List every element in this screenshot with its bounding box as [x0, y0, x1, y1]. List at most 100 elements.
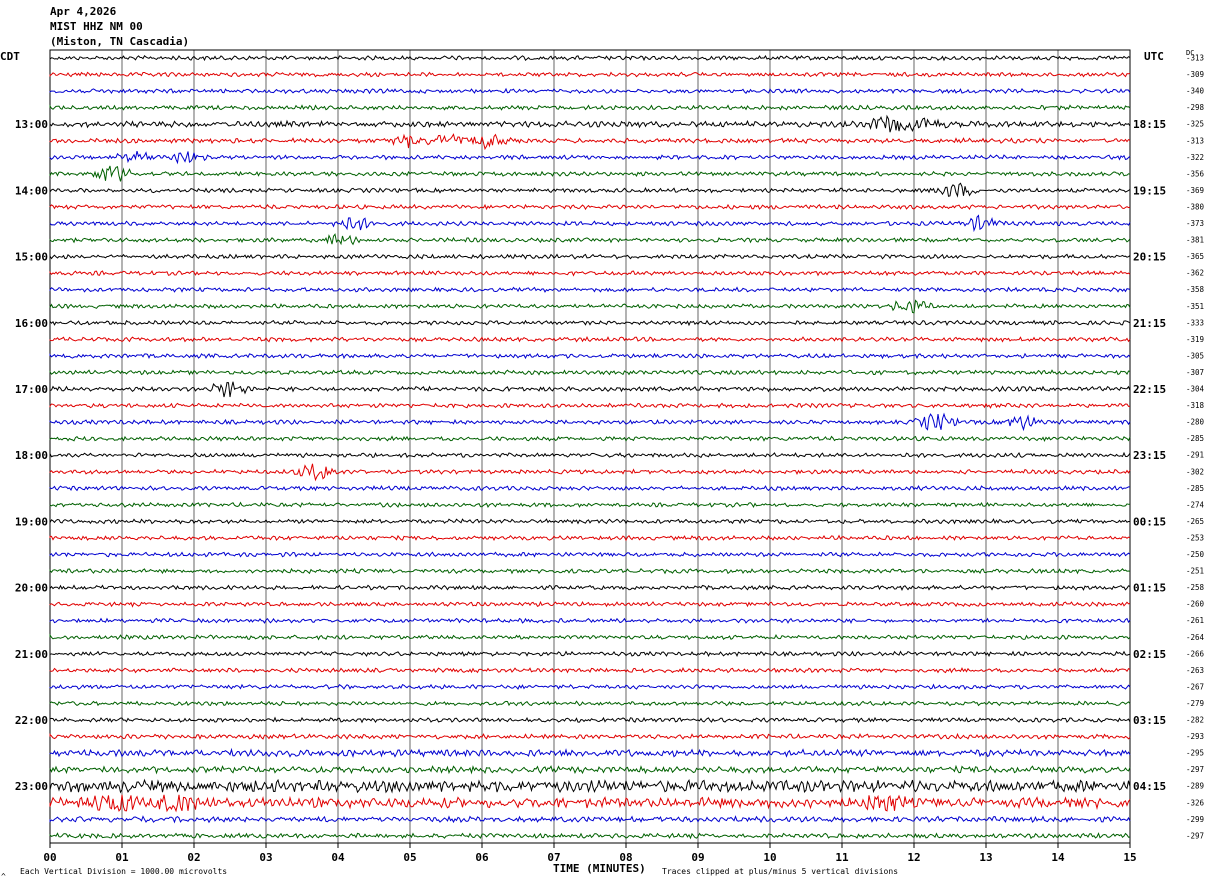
dc-offset-label: -373 [1186, 219, 1204, 228]
seismic-trace-line [49, 832, 1131, 840]
x-tick-label: 11 [835, 851, 849, 864]
time-grid [49, 49, 1131, 848]
seismic-trace-line [49, 286, 1131, 293]
dc-offset-label: -302 [1186, 467, 1204, 476]
dc-offset-label: -280 [1186, 418, 1205, 427]
dc-offset-label: -333 [1186, 318, 1204, 327]
seismic-trace-line [49, 150, 1131, 165]
x-tick-label: 01 [115, 851, 129, 864]
dc-offset-label: -297 [1186, 831, 1204, 840]
station-location: (Miston, TN Cascadia) [50, 35, 190, 48]
axis-labels: 00 01 02 03 04 05 06 07 08 09 10 11 12 13 14 15 -313 -309… [15, 54, 1205, 865]
right-hour-label: 00:15 [1133, 515, 1166, 528]
seismic-trace-line [49, 551, 1131, 558]
right-hour-label: 02:15 [1133, 648, 1166, 661]
station-code: MIST HHZ NM 00 [50, 20, 143, 33]
dc-offset-label: -265 [1186, 517, 1204, 526]
left-hour-label: 13:00 [15, 118, 48, 131]
right-hour-label: 18:15 [1133, 118, 1166, 131]
seismic-trace-line [49, 336, 1131, 343]
dc-offset-label: -295 [1186, 749, 1204, 758]
seismic-trace-line [49, 633, 1131, 641]
dc-offset-label: -253 [1186, 533, 1204, 542]
dc-offset-label: -313 [1186, 136, 1204, 145]
seismic-trace-line [49, 319, 1131, 327]
right-hour-label: 19:15 [1133, 184, 1166, 197]
right-hour-label: 21:15 [1133, 317, 1166, 330]
left-hour-label: 21:00 [15, 648, 48, 661]
left-hour-label: 15:00 [15, 251, 48, 264]
dc-offset-label: -289 [1186, 782, 1204, 791]
scale-note: Each Vertical Division = 1000.00 microvo… [20, 867, 228, 876]
seismic-trace-line [49, 435, 1131, 443]
left-hour-label: 18:00 [15, 449, 48, 462]
dc-offset-label: -307 [1186, 368, 1204, 377]
left-hour-label: 23:00 [15, 780, 48, 793]
x-tick-label: 06 [475, 851, 489, 864]
right-hour-label: 04:15 [1133, 780, 1166, 793]
dc-offset-label: -299 [1186, 815, 1204, 824]
dc-offset-label: -282 [1186, 716, 1204, 725]
plot-frame [49, 49, 1131, 844]
seismic-trace-line [49, 299, 1131, 314]
dc-offset-label: -369 [1186, 186, 1204, 195]
seismic-traces [49, 54, 1131, 840]
dc-offset-label: -274 [1186, 500, 1205, 509]
seismic-trace-line [49, 233, 1131, 246]
seismic-trace-line [49, 747, 1131, 758]
dc-offset-label: -285 [1186, 434, 1204, 443]
seismic-trace-line [49, 534, 1131, 542]
x-tick-label: 09 [691, 851, 704, 864]
left-hour-label: 16:00 [15, 317, 48, 330]
seismic-trace-line [49, 518, 1130, 525]
x-tick-label: 14 [1051, 851, 1065, 864]
x-tick-label: 05 [403, 851, 416, 864]
seismic-trace-line [49, 54, 1131, 62]
seismic-trace-line [49, 764, 1131, 775]
dc-offset-label: -264 [1186, 633, 1205, 642]
right-timezone-label: UTC [1144, 50, 1164, 63]
x-tick-label: 03 [259, 851, 272, 864]
seismic-trace-line [49, 600, 1131, 608]
dc-offset-label: -293 [1186, 732, 1204, 741]
x-tick-label: 04 [331, 851, 345, 864]
seismic-trace-line [49, 352, 1131, 360]
dc-offset-label: -362 [1186, 269, 1204, 278]
dc-offset-label: -340 [1186, 87, 1205, 96]
dc-offset-label: -297 [1186, 765, 1204, 774]
dc-offset-label: -250 [1186, 550, 1205, 559]
left-hour-label: 17:00 [15, 383, 48, 396]
seismic-trace-line [49, 104, 1131, 111]
dc-offset-label: -319 [1186, 335, 1204, 344]
dc-offset-label: -305 [1186, 351, 1204, 360]
dc-offset-label: -358 [1186, 285, 1205, 294]
seismic-trace-line [49, 114, 1131, 133]
dc-offset-label: -318 [1186, 401, 1205, 410]
dc-header-label: DC [1186, 49, 1195, 57]
corner-mark: ^ [1, 872, 6, 881]
seismic-trace-line [49, 269, 1131, 277]
seismic-trace-line [49, 203, 1131, 211]
seismic-trace-line [49, 87, 1131, 95]
seismic-trace-line [49, 650, 1131, 658]
left-timezone-label: CDT [0, 50, 20, 63]
x-tick-label: 15 [1123, 851, 1136, 864]
dc-offset-label: -285 [1186, 484, 1204, 493]
seismic-trace-line [49, 381, 1131, 398]
seismic-trace-line [49, 369, 1131, 376]
dc-offset-label: -267 [1186, 682, 1204, 691]
left-hour-label: 19:00 [15, 515, 48, 528]
dc-offset-label: -322 [1186, 153, 1204, 162]
record-date: Apr 4,2026 [50, 5, 117, 18]
dc-offset-label: -313 [1186, 54, 1204, 63]
dc-offset-label: -356 [1186, 169, 1205, 178]
dc-offset-label: -261 [1186, 616, 1204, 625]
dc-offset-label: -325 [1186, 120, 1204, 129]
x-axis-title: TIME (MINUTES) [553, 862, 646, 875]
dc-offset-label: -263 [1186, 666, 1204, 675]
dc-offset-label: -365 [1186, 252, 1204, 261]
seismic-trace-line [49, 716, 1131, 724]
x-tick-label: 00 [43, 851, 56, 864]
dc-offset-label: -304 [1186, 385, 1205, 394]
